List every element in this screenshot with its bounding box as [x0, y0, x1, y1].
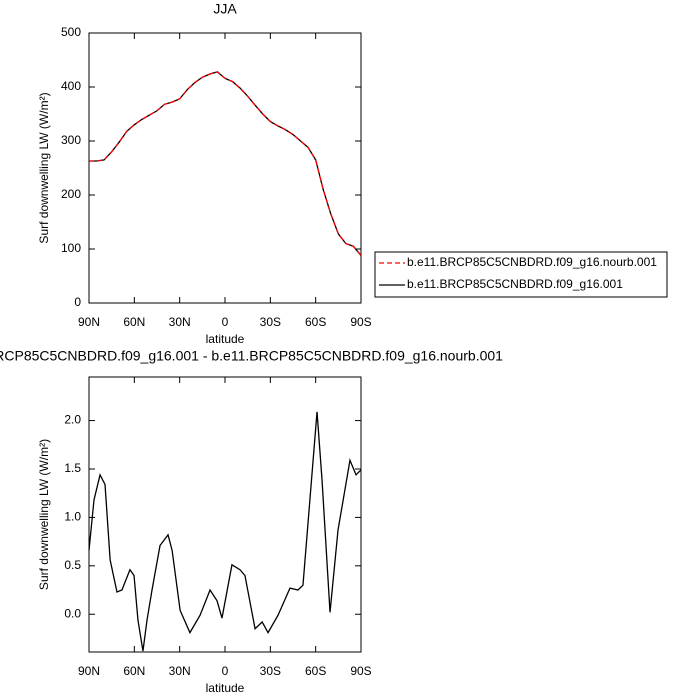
x-tick-label: 0: [222, 315, 229, 329]
x-tick-label: 60S: [305, 315, 326, 329]
x-tick-label: 90N: [78, 664, 100, 678]
legend-box: [374, 251, 668, 298]
legend-label: b.e11.BRCP85C5CNBDRD.f09_g16.nourb.001: [407, 255, 657, 269]
y-tick-label: 1.0: [64, 510, 81, 524]
x-tick-label: 90S: [350, 315, 371, 329]
y-tick-label: 500: [61, 25, 81, 39]
x-tick-label: 0: [222, 664, 229, 678]
plot-frame: [88, 32, 362, 304]
y-tick-label: 0: [74, 295, 81, 309]
y-tick-label: 300: [61, 133, 81, 147]
x-tick-label: 60N: [123, 664, 145, 678]
y-tick-label: 0.0: [64, 606, 81, 620]
x-tick-label: 60S: [305, 664, 326, 678]
y-tick-label: 400: [61, 79, 81, 93]
y-tick-label: 0.5: [64, 558, 81, 572]
y-tick-label: 2.0: [64, 413, 81, 427]
x-tick-label: 90N: [78, 315, 100, 329]
data-line: [88, 411, 362, 652]
x-tick-label: 90S: [350, 664, 371, 678]
x-tick-label: 30N: [169, 664, 191, 678]
x-axis-label: latitude: [206, 332, 245, 346]
x-tick-label: 60N: [123, 315, 145, 329]
y-axis-label: Surf downwelling LW (W/m²): [37, 92, 51, 243]
plot-frame: [88, 376, 362, 653]
data-line: [89, 71, 362, 256]
y-tick-label: 1.5: [64, 461, 81, 475]
x-tick-label: 30S: [260, 664, 281, 678]
y-tick-label: 100: [61, 241, 81, 255]
chart-title: JJA: [213, 1, 237, 17]
y-axis-label: Surf downwelling LW (W/m²): [37, 439, 51, 590]
y-tick-label: 200: [61, 187, 81, 201]
data-line: [89, 71, 362, 256]
x-tick-label: 30N: [169, 315, 191, 329]
legend-label: b.e11.BRCP85C5CNBDRD.f09_g16.001: [407, 277, 623, 291]
x-axis-label: latitude: [206, 681, 245, 695]
chart-title: b.e11.BRCP85C5CNBDRD.f09_g16.001 - b.e11…: [0, 348, 503, 364]
x-tick-label: 30S: [260, 315, 281, 329]
